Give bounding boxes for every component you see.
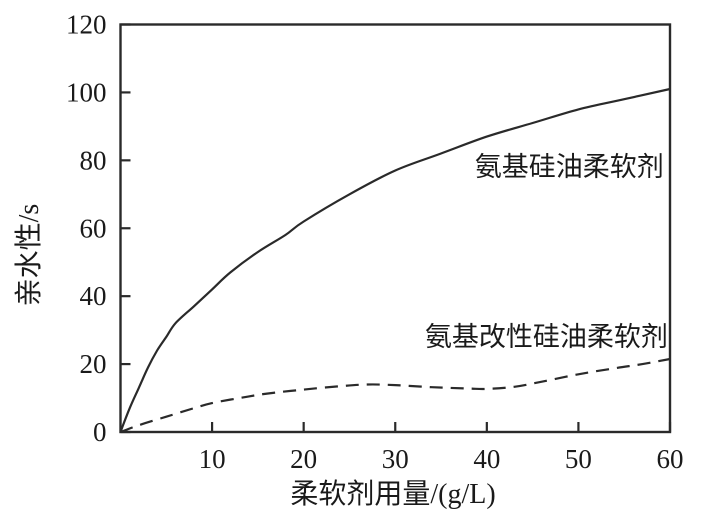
- plot-layer: 0 20 40 60 80 100 120 10 20 30 40 50 60: [66, 10, 684, 475]
- y-tick-label: 60: [80, 213, 107, 243]
- plot-border: [119, 23, 672, 434]
- y-tick-label: 80: [80, 145, 107, 175]
- x-tick-label: 10: [199, 444, 226, 474]
- x-tick-label: 30: [382, 444, 409, 474]
- y-tick-label: 100: [66, 77, 107, 107]
- x-axis-label: 柔软剂用量/(g/L): [290, 478, 495, 510]
- y-tick-label: 40: [80, 281, 107, 311]
- x-tick-label: 50: [565, 444, 592, 474]
- x-tick-label: 20: [290, 444, 317, 474]
- x-tick-label: 60: [657, 444, 684, 474]
- series-line-dashed: [120, 357, 671, 434]
- series-line-solid: [119, 87, 671, 433]
- x-tick-label: 40: [473, 444, 500, 474]
- y-tick-label: 20: [80, 349, 107, 379]
- series-label-solid: 氨基硅油柔软剂: [475, 152, 664, 182]
- y-axis-label: 亲水性/s: [13, 204, 45, 307]
- series-label-dashed: 氨基改性硅油柔软剂: [425, 322, 668, 352]
- y-tick-label: 120: [66, 10, 107, 40]
- y-tick-label: 0: [93, 417, 107, 447]
